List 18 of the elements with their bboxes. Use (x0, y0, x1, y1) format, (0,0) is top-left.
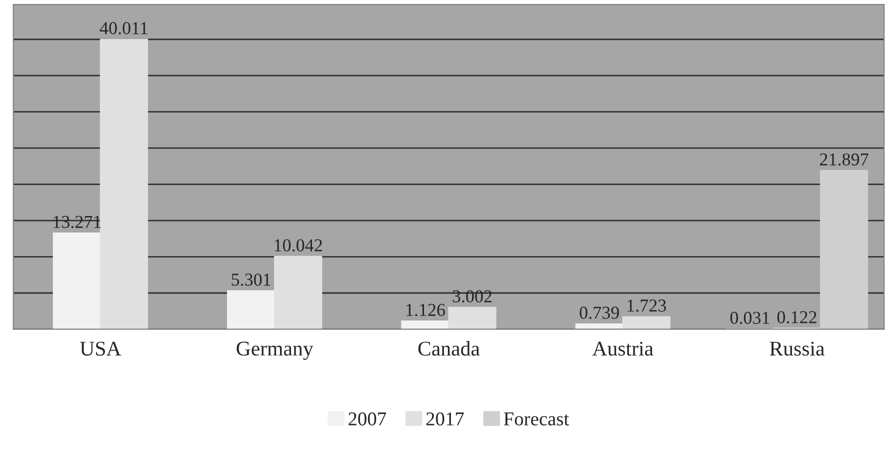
legend-label: 2007 (348, 412, 386, 426)
legend-label: Forecast (504, 412, 570, 426)
data-label: 5.301 (232, 274, 270, 286)
data-label: 0.031 (730, 312, 770, 324)
data-label: 40.011 (100, 22, 148, 34)
data-label: 1.126 (406, 304, 445, 316)
data-label: 0.122 (777, 311, 816, 324)
legend-label: 2017 (426, 412, 464, 426)
x-tick-label: USA (80, 342, 122, 356)
x-tick-label: Austria (592, 342, 654, 356)
x-tick-label: Germany (236, 342, 314, 360)
data-label: 1.723 (628, 300, 666, 312)
data-label: 3.002 (452, 290, 492, 302)
x-tick-label: Russia (770, 342, 824, 356)
data-label: 21.897 (820, 153, 868, 166)
x-tick-label: Canada (418, 341, 480, 356)
data-label: 10.042 (274, 239, 322, 252)
data-label: 0.739 (580, 306, 619, 319)
